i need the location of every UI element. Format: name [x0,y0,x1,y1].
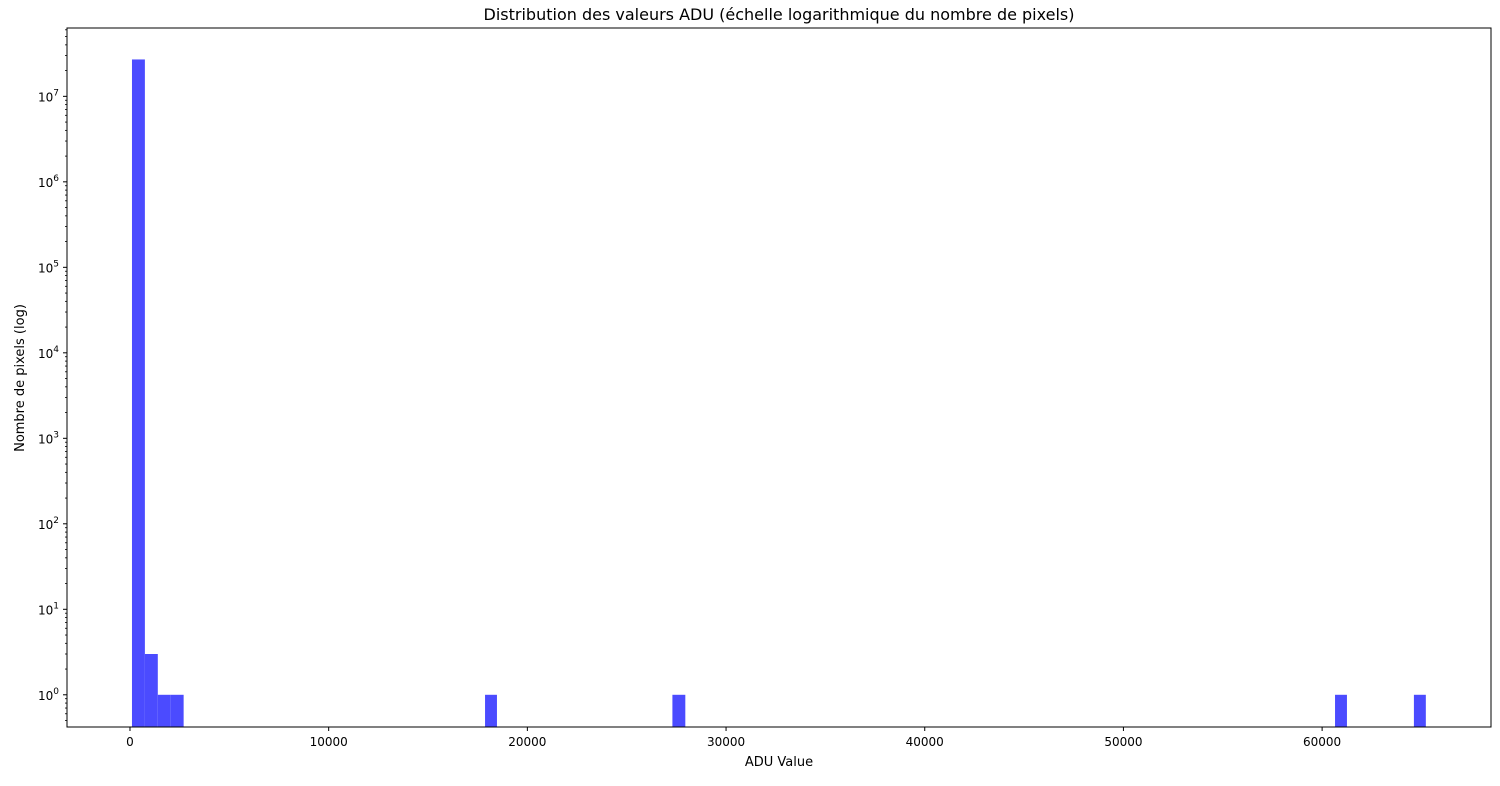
x-axis-label: ADU Value [745,755,813,770]
x-tick-label: 40000 [906,735,944,749]
histogram-bar [1335,694,1347,727]
histogram-bar [131,59,145,728]
histogram-bar [170,694,184,727]
plot-frame [66,27,1492,728]
y-tick-label: 103 [38,430,59,446]
y-tick-label: 101 [38,601,59,617]
histogram-bar [485,694,497,727]
y-tick-label: 107 [38,88,59,104]
y-tick-label: 100 [38,687,59,703]
x-tick-label: 30000 [707,735,745,749]
x-tick-label: 0 [126,735,134,749]
histogram-bar [144,653,158,727]
x-tick-label: 50000 [1104,735,1142,749]
x-tick-label: 20000 [508,735,546,749]
y-tick-label: 106 [38,174,59,190]
y-tick-label: 104 [38,345,59,361]
histogram-bar [672,694,686,727]
histogram-bar [1413,694,1426,727]
x-tick-label: 10000 [310,735,348,749]
y-tick-label: 105 [38,259,59,275]
y-axis-label: Nombre de pixels (log) [13,304,28,452]
x-tick-label: 60000 [1303,735,1341,749]
chart-title: Distribution des valeurs ADU (échelle lo… [484,5,1075,24]
histogram-bar [157,694,171,727]
y-tick-label: 102 [38,516,59,532]
